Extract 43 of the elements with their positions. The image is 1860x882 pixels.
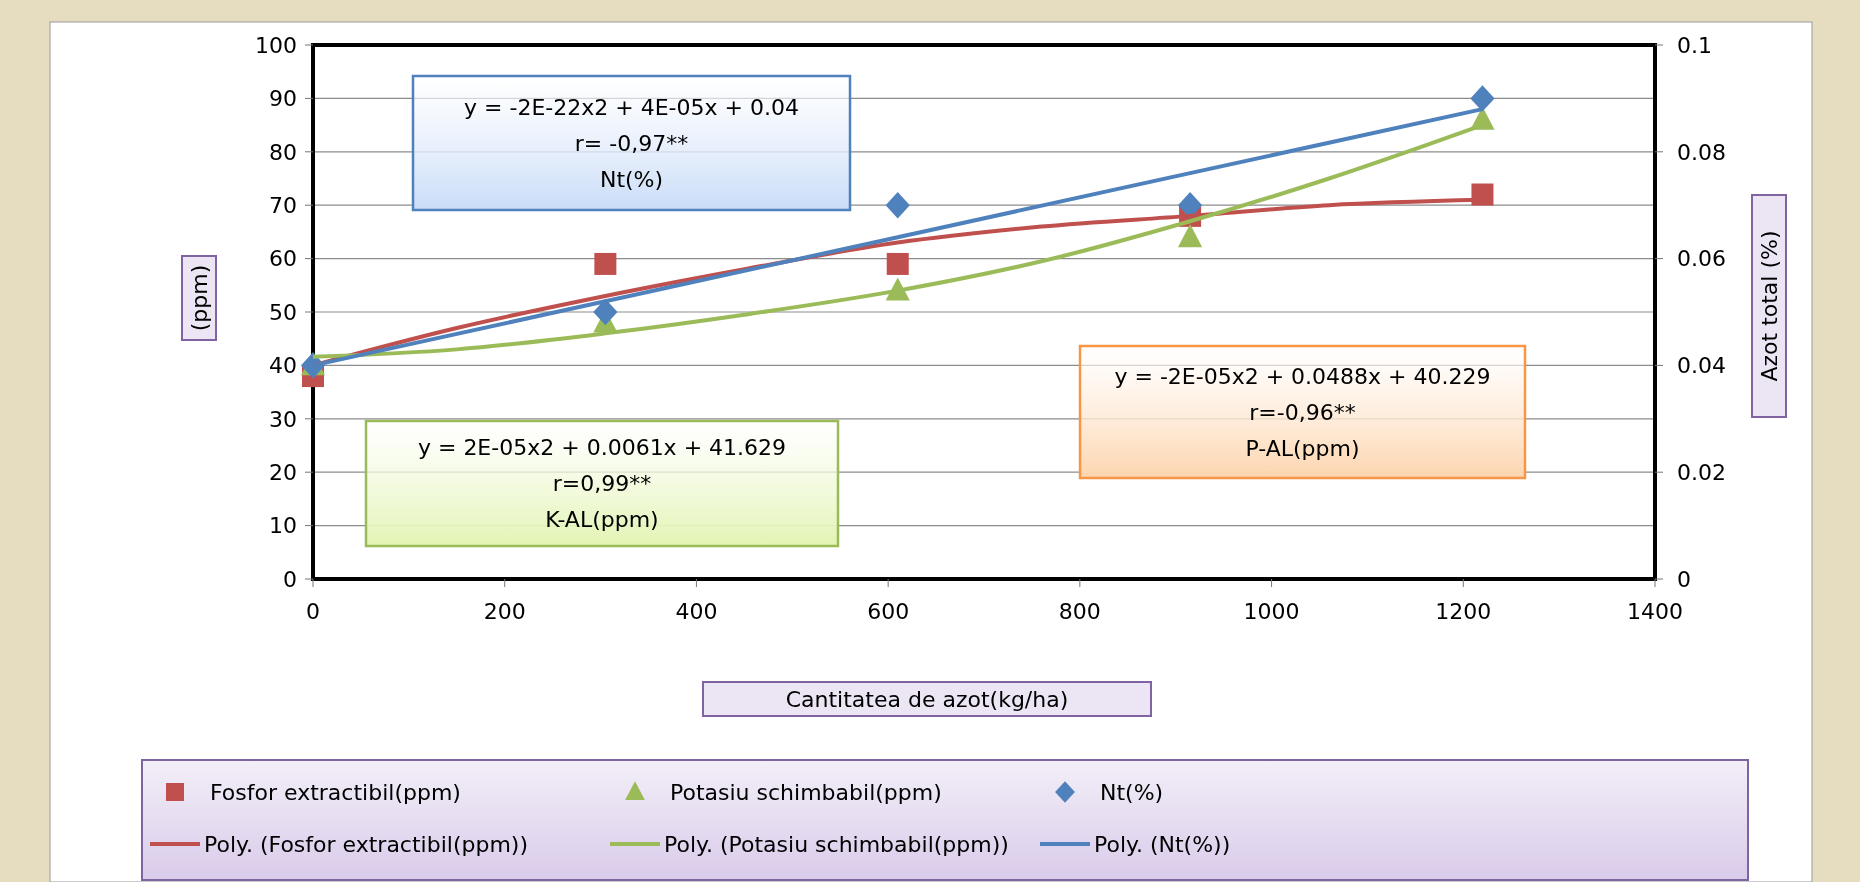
y-tick-label: 0 [283,566,297,592]
point [1177,224,1203,248]
y2-tick-label: 0.1 [1677,32,1712,58]
x-tick-label: 1000 [1243,599,1300,624]
x-tick-label: 1400 [1627,599,1683,624]
point [594,252,617,275]
legend-label: Potasiu schimbabil(ppm) [670,779,942,805]
point [1471,183,1494,206]
x-axis-title: Cantitatea de azot(kg/ha) [785,686,1069,712]
x-tick-label: 600 [867,599,910,624]
legend-label: Nt(%) [1100,779,1164,805]
y2-tick-label: 0.02 [1677,459,1726,485]
y2-tick-label: 0.08 [1677,139,1726,165]
annotation: y = 2E-05x2 + 0.0061x + 41.629 r=0,99** K-AL(ppm) [417,435,787,533]
legend-label: Poly. (Fosfor extractibil(ppm)) [204,831,528,857]
point [885,192,910,219]
y-tick-label: 80 [269,139,297,165]
x-tick-label: 0 [306,599,320,624]
legend-label: Poly. (Nt(%)) [1094,831,1231,857]
y2-axis-title: Azot total (%) [1756,230,1782,382]
y2-tick-label: 0.06 [1677,246,1726,272]
y2-tick-label: 0.04 [1677,353,1726,379]
y-tick-label: 20 [269,459,297,485]
y-axis-title: (ppm) [186,264,212,332]
annotation: y = -2E-22x2 + 4E-05x + 0.04 r= -0,97** Nt(%) [464,94,799,192]
legend-label: Poly. (Potasiu schimbabil(ppm)) [664,831,1009,857]
y-tick-label: 30 [269,406,297,432]
y2-tick-label: 0 [1677,566,1691,592]
annotation: y = -2E-05x2 + 0.0488x + 40.229 r=-0,96** P-AL(ppm) [1114,363,1491,461]
x-tick-label: 800 [1058,599,1101,624]
y-tick-label: 60 [269,246,297,272]
legend-label: Fosfor extractibil(ppm) [210,779,461,805]
x-tick-label: 200 [483,599,526,624]
y-tick-label: 40 [269,353,297,379]
x-tick-label: 1200 [1435,599,1492,624]
y-tick-label: 90 [269,86,297,112]
y-tick-label: 100 [255,32,297,58]
point [1470,85,1495,112]
x-tick-label: 400 [675,599,718,624]
y-tick-label: 70 [269,192,297,218]
y-tick-label: 10 [269,513,297,539]
point [886,252,909,275]
y-tick-label: 50 [269,299,297,325]
